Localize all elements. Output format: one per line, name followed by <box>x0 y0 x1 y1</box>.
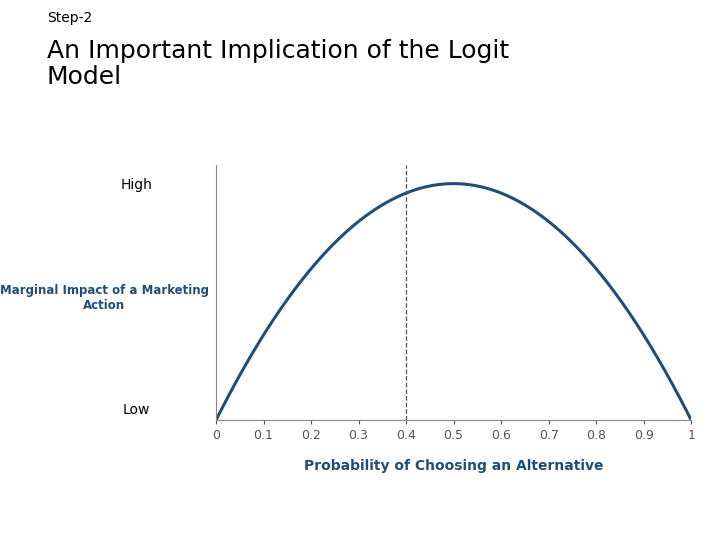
Text: 27: 27 <box>666 505 695 525</box>
Text: High: High <box>121 178 153 192</box>
Text: An Important Implication of the Logit
Model: An Important Implication of the Logit Mo… <box>47 38 509 90</box>
Text: ©Copyright Decision Pro Inc. 2018. Commercial distribution and any publication i: ©Copyright Decision Pro Inc. 2018. Comme… <box>126 505 554 525</box>
Text: Low: Low <box>123 403 150 417</box>
Text: Step-2: Step-2 <box>47 11 92 25</box>
Text: DecisionPro: DecisionPro <box>35 512 76 518</box>
Text: Probability of Choosing an Alternative: Probability of Choosing an Alternative <box>304 459 603 473</box>
Text: Marginal Impact of a Marketing
Action: Marginal Impact of a Marketing Action <box>0 284 209 312</box>
